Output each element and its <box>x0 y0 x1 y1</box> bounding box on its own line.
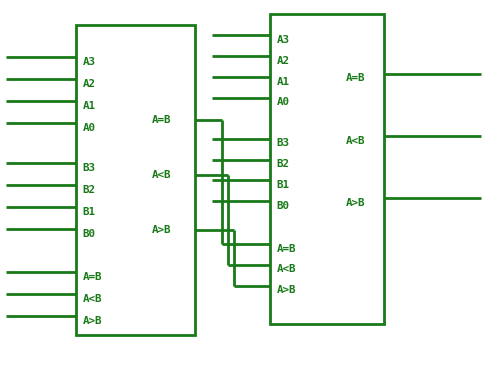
Text: A<B: A<B <box>151 170 171 180</box>
Text: A>B: A>B <box>346 198 366 208</box>
Text: B0: B0 <box>277 201 289 211</box>
Text: A1: A1 <box>277 77 289 87</box>
Text: B1: B1 <box>277 180 289 190</box>
Text: A3: A3 <box>277 35 289 45</box>
Text: A1: A1 <box>83 101 96 111</box>
Text: A0: A0 <box>83 123 96 133</box>
Text: A=B: A=B <box>83 272 102 282</box>
Text: A2: A2 <box>83 79 96 89</box>
Text: A=B: A=B <box>346 73 366 83</box>
Bar <box>270 14 384 324</box>
Text: A3: A3 <box>83 57 96 67</box>
Text: A0: A0 <box>277 97 289 107</box>
Text: A2: A2 <box>277 56 289 66</box>
Text: B0: B0 <box>83 229 96 239</box>
Bar <box>76 25 195 335</box>
Text: A=B: A=B <box>277 244 296 254</box>
Text: A=B: A=B <box>151 115 171 125</box>
Text: A>B: A>B <box>151 225 171 235</box>
Text: A<B: A<B <box>83 294 102 304</box>
Text: B3: B3 <box>83 163 96 173</box>
Text: A<B: A<B <box>346 135 366 145</box>
Text: B1: B1 <box>83 207 96 217</box>
Text: A>B: A>B <box>277 285 296 295</box>
Text: B2: B2 <box>83 185 96 195</box>
Text: A<B: A<B <box>277 265 296 275</box>
Text: B2: B2 <box>277 159 289 169</box>
Text: B3: B3 <box>277 138 289 148</box>
Text: A>B: A>B <box>83 316 102 326</box>
